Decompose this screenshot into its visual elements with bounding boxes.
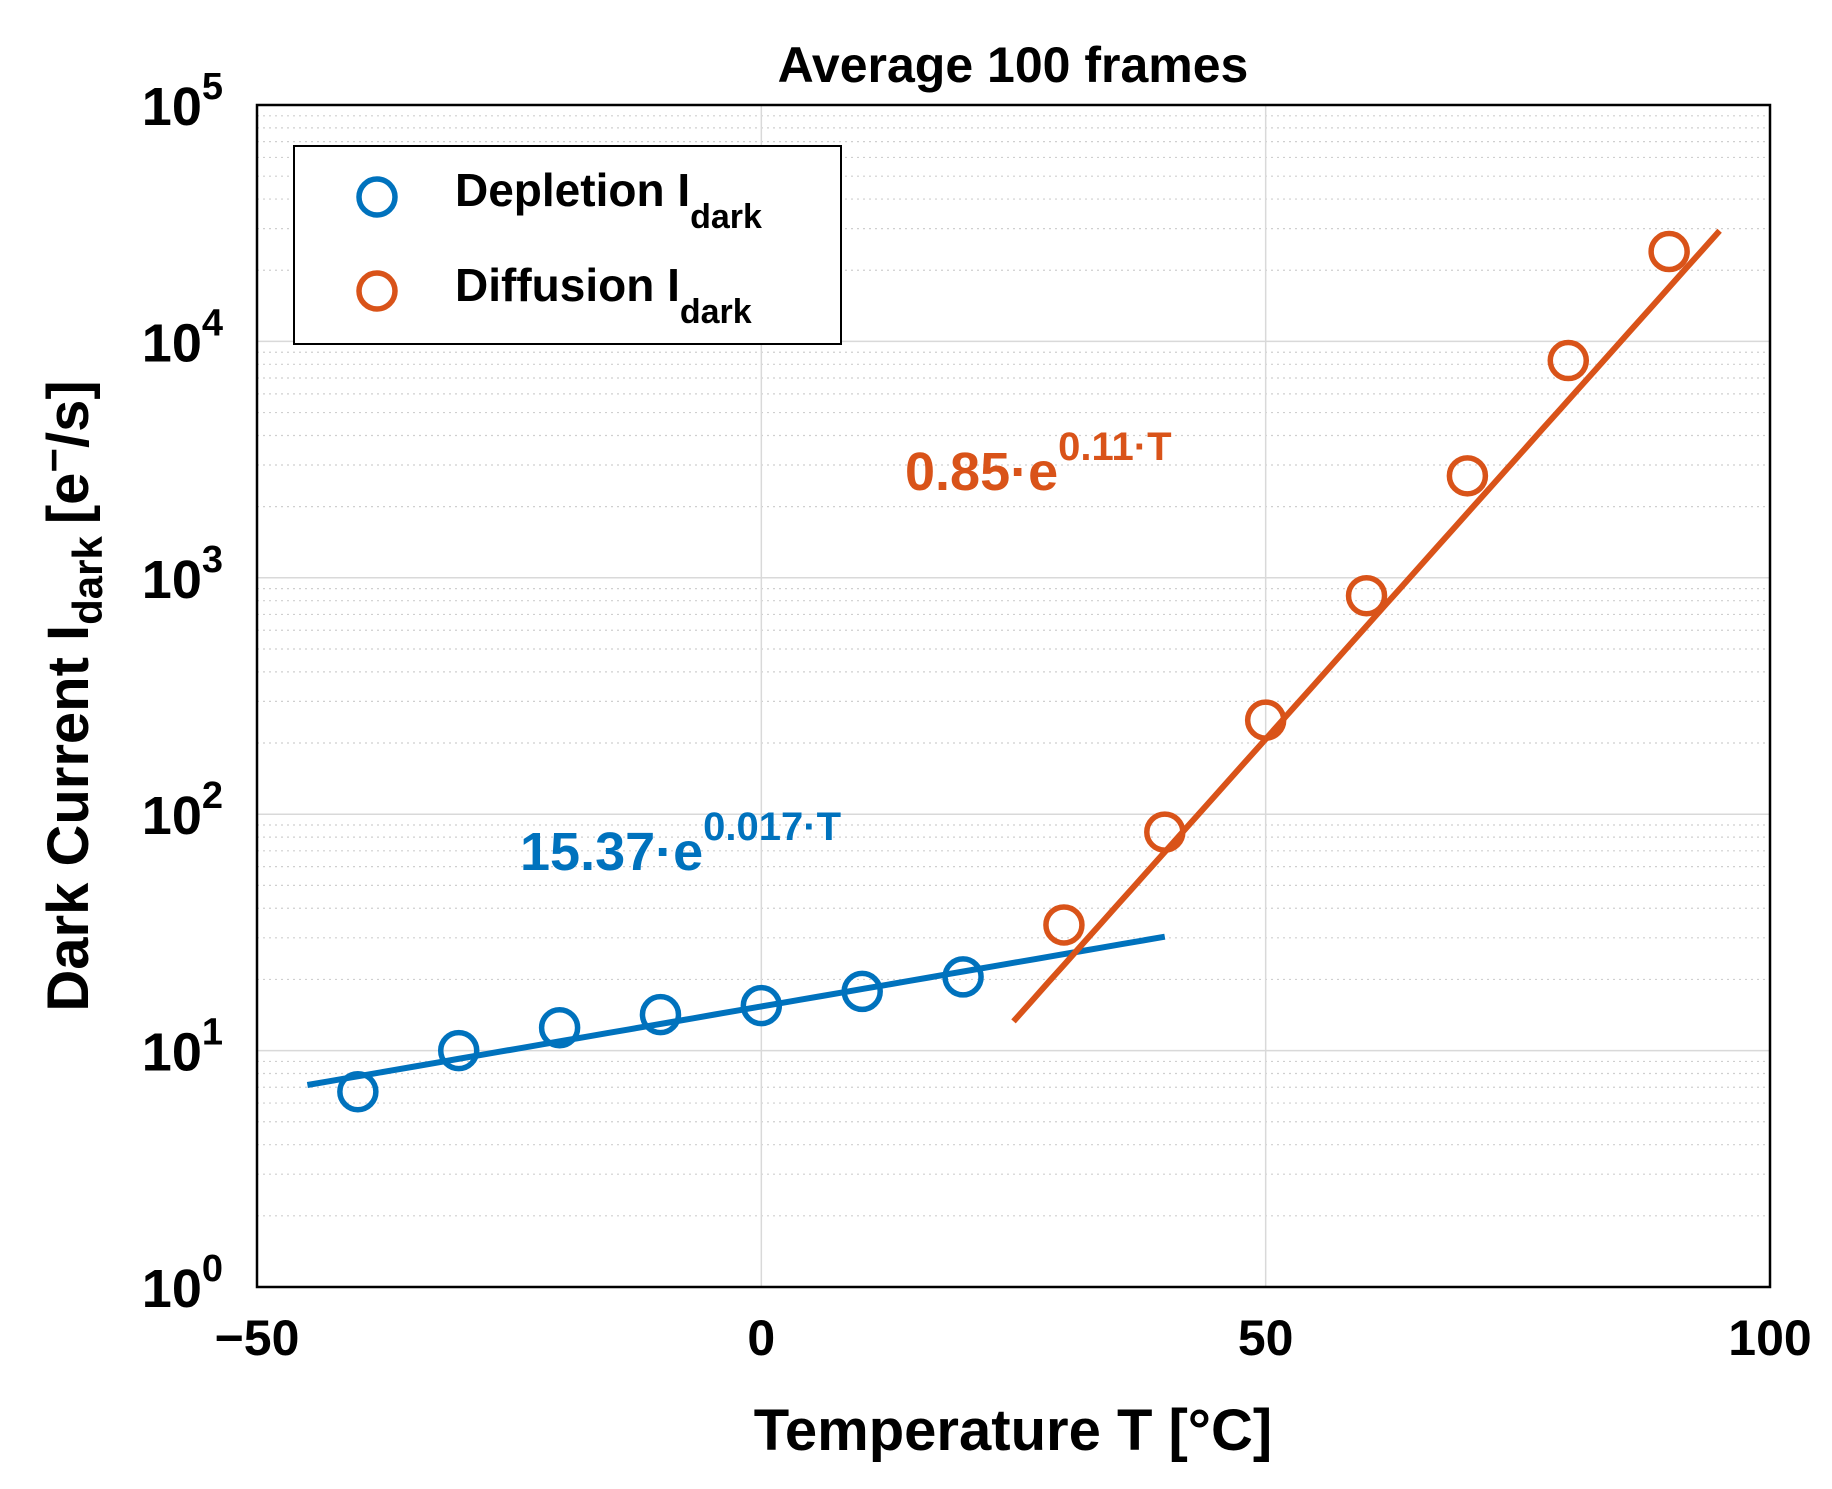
data-point	[337, 1070, 379, 1113]
y-tick-base: 10	[142, 786, 202, 846]
legend-diffusion-label: Diffusion Idark	[455, 259, 752, 331]
y-tick-label: 104	[142, 302, 223, 373]
data-point	[1648, 230, 1690, 273]
data-point	[740, 984, 783, 1027]
data-point	[841, 970, 883, 1013]
x-tick-label: −50	[215, 1310, 300, 1366]
y-axis-label-units-post: /s]	[36, 380, 101, 448]
data-point	[942, 956, 984, 998]
legend-diffusion-sub: dark	[680, 293, 752, 331]
legend-diffusion-name: Diffusion I	[455, 259, 680, 311]
y-axis-label: Dark Current Idark [e−/s]	[30, 380, 111, 1011]
fit-lines	[306, 228, 1722, 1088]
data-point	[1244, 699, 1287, 741]
fit-annotation-depletion-main: 15.37·e	[520, 822, 703, 882]
y-axis-label-sub: dark	[64, 536, 111, 625]
data-point	[1144, 811, 1186, 853]
legend-depletion-sub: dark	[690, 198, 762, 236]
fit-annotation-diffusion: 0.85·e0.11·T	[905, 425, 1172, 502]
plot-area	[255, 103, 1772, 1289]
legend-diffusion-marker	[356, 270, 398, 312]
y-tick-exponent: 3	[202, 539, 223, 581]
y-tick-exponent: 5	[202, 66, 223, 108]
y-tick-exponent: 4	[202, 302, 223, 344]
data-point	[538, 1006, 581, 1049]
legend: Depletion Idark Diffusion Idark	[293, 145, 842, 345]
y-axis-label-units: [e	[36, 473, 101, 525]
data-point	[1547, 339, 1590, 382]
data-points	[337, 230, 1690, 1113]
chart-title: Average 100 frames	[778, 37, 1249, 93]
fit-line	[306, 933, 1166, 1088]
data-point	[1446, 455, 1489, 497]
y-tick-label: 100	[142, 1248, 223, 1319]
y-tick-exponent: 1	[202, 1012, 223, 1054]
data-point	[639, 993, 682, 1036]
y-tick-exponent: 2	[202, 775, 223, 817]
fit-line	[1011, 228, 1722, 1024]
x-tick-labels: −50 0 50 100	[215, 1310, 1812, 1366]
legend-depletion-name: Depletion I	[455, 164, 690, 216]
y-tick-label: 102	[142, 775, 223, 846]
data-point	[1043, 904, 1085, 946]
x-tick-label: 50	[1238, 1310, 1294, 1366]
legend-depletion-label: Depletion Idark	[455, 164, 762, 236]
y-tick-base: 10	[142, 550, 202, 610]
y-tick-label: 103	[142, 539, 223, 610]
x-axis-label: Temperature T [°C]	[754, 1398, 1272, 1463]
fit-annotation-depletion-exp: 0.017·T	[703, 805, 841, 849]
fit-annotation-depletion: 15.37·e0.017·T	[520, 805, 841, 882]
y-axis-label-units-sup: −	[30, 448, 77, 473]
y-axis-label-main: Dark Current I	[36, 625, 101, 1012]
y-tick-base: 10	[142, 1259, 202, 1319]
y-tick-base: 10	[142, 1023, 202, 1083]
y-tick-label: 101	[142, 1012, 223, 1083]
fit-annotation-diffusion-exp: 0.11·T	[1058, 425, 1171, 469]
fit-annotation-diffusion-main: 0.85·e	[905, 442, 1058, 502]
data-point	[1345, 574, 1388, 617]
y-tick-base: 10	[142, 313, 202, 373]
data-point	[437, 1029, 480, 1072]
y-tick-exponent: 0	[202, 1248, 223, 1290]
legend-depletion-marker	[356, 176, 398, 218]
y-tick-base: 10	[142, 77, 202, 137]
x-tick-label: 0	[747, 1310, 775, 1366]
x-tick-label: 100	[1728, 1310, 1811, 1366]
y-tick-label: 105	[142, 66, 223, 137]
